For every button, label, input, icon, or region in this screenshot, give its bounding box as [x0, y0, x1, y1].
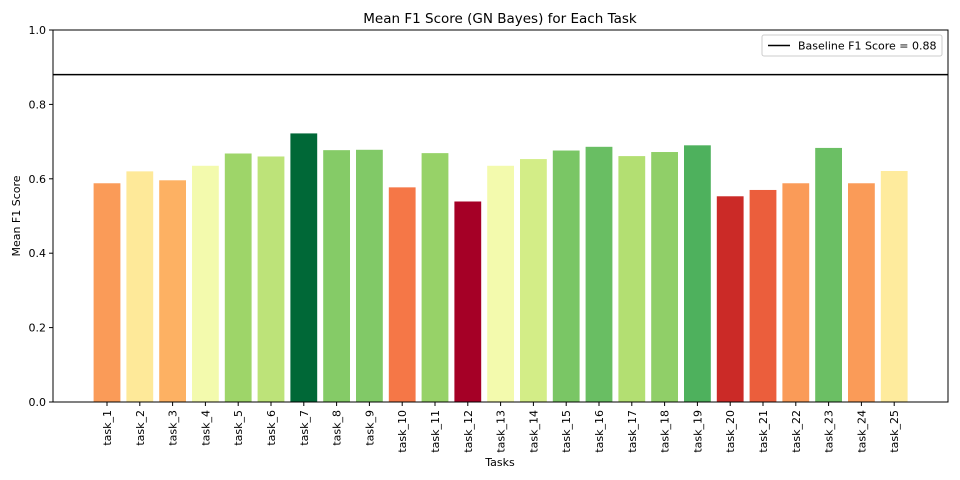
bar-task_15 [552, 150, 580, 402]
plot-area: 0.0 0.2 0.4 0.6 0.8 1.0 task_1 task_2 task_3 task… [29, 24, 949, 453]
y-tick-label: 0.2 [29, 322, 47, 335]
x-tick-label: task_11 [429, 410, 442, 453]
legend-box [761, 34, 943, 57]
bar-task_13 [487, 165, 514, 402]
x-tick-label: task_5 [232, 410, 245, 446]
bar-task_22 [782, 183, 810, 402]
bar-task_3 [159, 180, 186, 402]
x-tick-label: task_17 [626, 410, 639, 453]
x-tick-label: task_12 [462, 410, 475, 453]
x-tick-label: task_10 [396, 410, 409, 453]
x-tick-label: task_2 [134, 410, 147, 446]
x-tick-label: task_6 [265, 410, 278, 446]
x-tick-label: task_19 [691, 410, 704, 453]
x-tick-label: task_25 [888, 410, 901, 453]
x-tick-label: task_9 [363, 410, 376, 446]
bar-task_19 [684, 145, 711, 402]
bar-task_2 [126, 171, 154, 402]
bar-task_21 [749, 189, 777, 402]
x-tick-label: task_4 [199, 410, 212, 446]
bar-task_18 [651, 152, 678, 402]
y-tick-label: 0.8 [29, 98, 47, 111]
bar-task_20 [716, 196, 744, 402]
bar-task_4 [192, 165, 219, 402]
x-tick-label: task_18 [659, 410, 672, 453]
y-axis-label: Mean F1 Score [10, 175, 23, 256]
x-tick-label: task_7 [298, 410, 311, 446]
bar-task_5 [224, 153, 252, 402]
y-tick-label: 0.6 [29, 173, 47, 186]
y-tick-label: 0.4 [29, 247, 47, 260]
bar-task_12 [454, 201, 482, 402]
bar-task_24 [848, 183, 875, 402]
bar-task_1 [93, 183, 121, 402]
bar-task_6 [257, 156, 285, 402]
x-tick-label: task_15 [560, 410, 573, 453]
bar-task_11 [421, 153, 449, 402]
x-axis-label: Tasks [484, 456, 515, 469]
bar-task_14 [520, 159, 547, 402]
x-tick-label: task_13 [495, 410, 508, 453]
legend-baseline-label: Baseline F1 Score = 0.88 [798, 40, 936, 53]
x-tick-label: task_23 [823, 410, 836, 453]
bar-task_17 [618, 156, 646, 402]
y-tick-label: 1.0 [29, 24, 47, 37]
x-tick-label: task_1 [101, 410, 114, 446]
x-tick-label: task_3 [167, 410, 180, 446]
bar-task_8 [323, 150, 350, 402]
x-tick-label: task_22 [790, 410, 803, 453]
bar-task_9 [356, 149, 383, 402]
bar-task_23 [815, 147, 842, 402]
x-tick-label: task_21 [757, 410, 770, 453]
bar-task_25 [880, 170, 908, 402]
y-tick-label: 0.0 [29, 396, 47, 409]
bar-task_7 [290, 133, 318, 402]
x-tick-label: task_20 [724, 410, 737, 453]
x-tick-label: task_16 [593, 410, 606, 453]
bar-task_16 [585, 146, 613, 402]
legend: Baseline F1 Score = 0.88 [761, 34, 943, 57]
x-tick-label: task_24 [855, 410, 868, 453]
x-tick-label: task_8 [331, 410, 344, 446]
x-tick-label: task_14 [527, 410, 540, 453]
chart-title: Mean F1 Score (GN Bayes) for Each Task [363, 11, 637, 27]
bar-task_10 [388, 187, 416, 402]
